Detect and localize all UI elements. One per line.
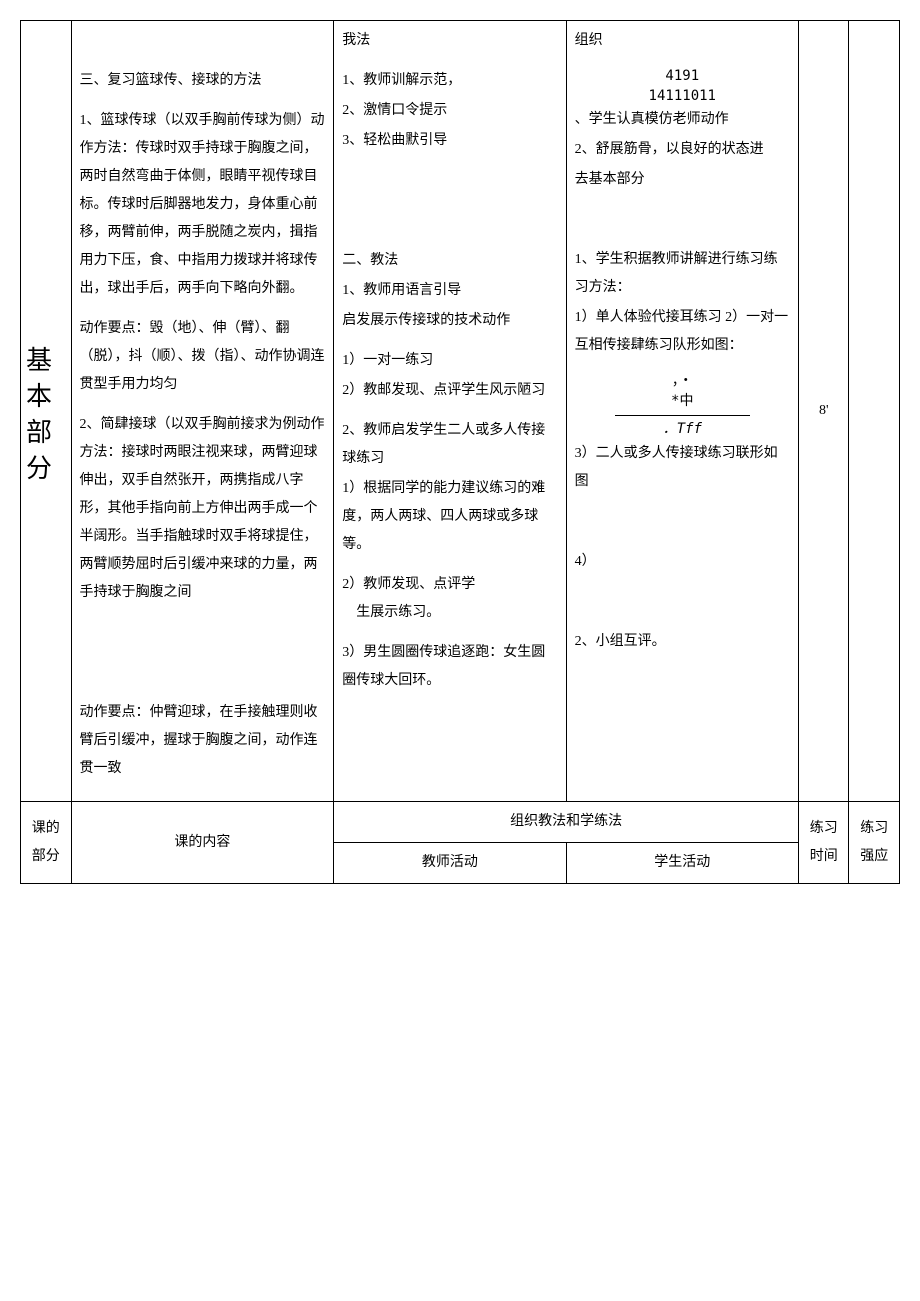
lesson-plan-page: 基本部分 三、复习篮球传、接球的方法 1、篮球传球（以双手胸前传球为侧）动作方法… [20, 20, 900, 884]
lesson-plan-table: 基本部分 三、复习篮球传、接球的方法 1、篮球传球（以双手胸前传球为侧）动作方法… [20, 20, 900, 884]
footer-teacher-hdr: 教师活动 [334, 843, 566, 884]
student-p2: 、学生认真模仿老师动作 [575, 106, 790, 134]
formation-art-1: 4191 14111011 [575, 67, 790, 106]
formation-art-2: ，・ *中 [575, 372, 790, 411]
time-label: 8' [819, 403, 829, 418]
teacher-p1: 我法 [342, 27, 557, 55]
divider-line [615, 415, 750, 416]
teacher-p13: 3）男生圆圈传球追逐跑：女生圆圈传球大回环。 [342, 639, 557, 695]
student-p8: 4） [575, 548, 790, 576]
teacher-p10: 2、教师启发学生二人或多人传接球练习 [342, 417, 557, 473]
student-p6: 1）单人体验代接耳练习 2）一对一互相传接肆练习队形如图： [575, 304, 790, 360]
teacher-p11: 1）根据同学的能力建议练习的难度，两人两球、四人两球或多球等。 [342, 475, 557, 559]
lesson-content-cell: 三、复习篮球传、接球的方法 1、篮球传球（以双手胸前传球为侧）动作方法：传球时双… [71, 21, 334, 802]
section-label: 基本部分 [23, 346, 52, 490]
teacher-p12: 2）教师发现、点评学 生展示练习。 [342, 571, 557, 627]
teacher-p4: 3、轻松曲默引导 [342, 127, 557, 155]
content-p1: 三、复习篮球传、接球的方法 [80, 67, 326, 95]
teacher-p9: 2）教邮发现、点评学生风示陋习 [342, 377, 557, 405]
student-p1: 组织 [575, 27, 790, 55]
teacher-activity-cell: 我法 1、教师训解示范， 2、激情口令提示 3、轻松曲默引导 二、教法 1、教师… [334, 21, 566, 802]
content-p5: 动作要点：仲臂迎球，在手接触理则收臂后引缓冲，握球于胸腹之间，动作连贯一致 [80, 699, 326, 783]
student-p5: 1、学生积据教师讲解进行练习练习方法： [575, 246, 790, 302]
intensity-cell [849, 21, 900, 802]
student-p7: 3）二人或多人传接球练习联形如图 [575, 440, 790, 496]
teacher-p7: 启发展示传接球的技术动作 [342, 307, 557, 335]
footer-intensity-hdr: 练习强应 [849, 802, 900, 884]
footer-header-row-1: 课的部分 课的内容 组织教法和学练法 练习时间 练习强应 [21, 802, 900, 843]
teacher-p8: 1）一对一练习 [342, 347, 557, 375]
footer-content-hdr: 课的内容 [71, 802, 334, 884]
student-p9: 2、小组互评。 [575, 628, 790, 656]
student-activity-cell: 组织 4191 14111011 、学生认真模仿老师动作 2、舒展筋骨，以良好的… [566, 21, 798, 802]
teacher-p3: 2、激情口令提示 [342, 97, 557, 125]
footer-time-hdr: 练习时间 [798, 802, 849, 884]
main-content-row: 基本部分 三、复习篮球传、接球的方法 1、篮球传球（以双手胸前传球为侧）动作方法… [21, 21, 900, 802]
content-p2: 1、篮球传球（以双手胸前传球为侧）动作方法：传球时双手持球于胸腹之间，两时自然弯… [80, 107, 326, 303]
time-cell: 8' [798, 21, 849, 802]
student-p4: 去基本部分 [575, 166, 790, 194]
formation-art-3: ．Tff [575, 420, 790, 440]
teacher-p2: 1、教师训解示范， [342, 67, 557, 95]
content-p3: 动作要点：毁（地）、伸（臂）、翻（脱），抖（顺）、拨（指）、动作协调连贯型手用力… [80, 315, 326, 399]
footer-student-hdr: 学生活动 [566, 843, 798, 884]
section-label-cell: 基本部分 [21, 21, 72, 802]
student-p3: 2、舒展筋骨，以良好的状态进 [575, 136, 790, 164]
content-p4: 2、简肆接球（以双手胸前接求为例动作方法：接球时两眼注视来球，两臂迎球伸出，双手… [80, 411, 326, 607]
teacher-p6: 1、教师用语言引导 [342, 277, 557, 305]
footer-org-hdr: 组织教法和学练法 [334, 802, 799, 843]
footer-section-hdr: 课的部分 [21, 802, 72, 884]
teacher-p5: 二、教法 [342, 247, 557, 275]
